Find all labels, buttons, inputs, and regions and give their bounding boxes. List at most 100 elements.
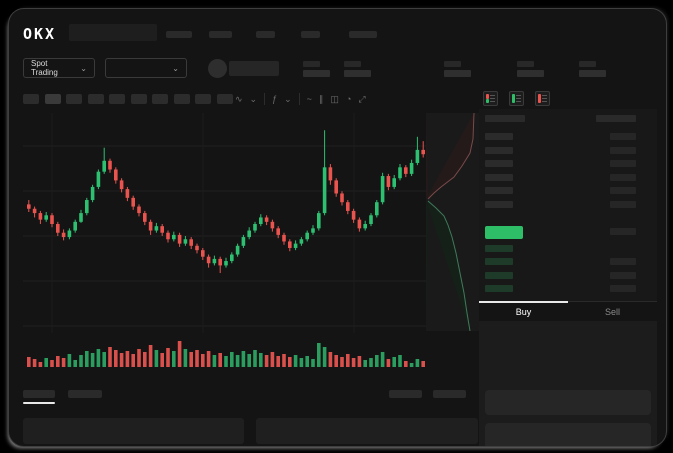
clock-icon[interactable]: ◔ xyxy=(345,93,352,104)
ask-price-placeholder[interactable] xyxy=(485,187,513,195)
orderbook-row-amount-placeholder xyxy=(610,228,636,235)
bottom-panel-left xyxy=(23,418,244,444)
ask-amount-placeholder xyxy=(610,160,636,168)
bottom-action-placeholder[interactable] xyxy=(389,390,422,398)
timeframe-button[interactable] xyxy=(44,94,61,104)
ask-amount-placeholder xyxy=(610,201,636,208)
nav-item-placeholder[interactable] xyxy=(256,31,275,38)
bid-price-placeholder[interactable] xyxy=(485,284,513,292)
timeframe-button[interactable] xyxy=(195,94,211,104)
orderbook xyxy=(479,109,657,301)
row-lines xyxy=(542,95,547,102)
ask-price-placeholder[interactable] xyxy=(485,133,513,140)
toolbar-separator xyxy=(264,93,266,105)
ask-amount-placeholder xyxy=(610,173,636,181)
depth-chart[interactable] xyxy=(426,112,479,332)
nav-item-placeholder[interactable] xyxy=(209,31,232,38)
stat-label-placeholder xyxy=(344,61,361,67)
timeframe-button[interactable] xyxy=(66,94,82,104)
coin-avatar xyxy=(208,59,227,78)
ask-amount-placeholder xyxy=(610,146,636,154)
trade-tabs: Buy Sell xyxy=(479,301,657,322)
nav-item-placeholder[interactable] xyxy=(301,31,320,38)
ticker-stat-group xyxy=(579,61,609,77)
bottom-tab-history[interactable] xyxy=(68,390,102,398)
tab-sell[interactable]: Sell xyxy=(604,307,620,317)
bid-amount-placeholder xyxy=(610,271,636,279)
ask-strip xyxy=(486,94,489,99)
ask-amount-placeholder xyxy=(610,187,636,195)
stat-value-placeholder xyxy=(303,70,330,77)
stat-label-placeholder xyxy=(303,61,320,67)
ticker-stat-group xyxy=(444,61,474,77)
bid-amount-placeholder xyxy=(610,258,636,266)
bid-price-placeholder[interactable] xyxy=(485,245,513,252)
pair-name-placeholder xyxy=(229,61,279,76)
timeframe-button[interactable] xyxy=(23,94,39,104)
side-strip xyxy=(512,94,515,103)
market-type-selector[interactable]: Spot Trading ⌄ xyxy=(23,58,95,78)
stat-label-placeholder xyxy=(579,61,596,67)
ask-price-placeholder[interactable] xyxy=(485,173,513,181)
row-lines xyxy=(516,95,521,102)
chart-canvas xyxy=(23,113,426,367)
timeframe-button[interactable] xyxy=(87,94,104,104)
fullscreen-icon[interactable]: ⤢ xyxy=(358,93,366,104)
trade-form xyxy=(479,321,657,446)
ticker-stat-group xyxy=(517,61,547,77)
bid-price-placeholder[interactable] xyxy=(485,271,513,279)
bid-strip xyxy=(486,98,489,103)
book-asks-view-icon[interactable] xyxy=(535,91,550,106)
ask-price-placeholder[interactable] xyxy=(485,201,513,208)
line-tool-icon[interactable]: ~ xyxy=(306,93,312,104)
row-lines xyxy=(490,95,495,102)
bottom-tab-orders[interactable] xyxy=(23,390,55,398)
orderbook-view-toggles xyxy=(483,91,550,106)
amount-input[interactable] xyxy=(485,423,651,446)
timeframe-button[interactable] xyxy=(173,94,190,104)
candlestick-chart[interactable] xyxy=(23,113,426,369)
bottom-panel-right xyxy=(256,418,478,444)
pair-dropdown[interactable]: ⌄ xyxy=(105,58,187,78)
chart-toolbar-icons: ∿ ⌄ ƒ ⌄ ~ ∥ ◫ ◔ ⤢ xyxy=(235,89,366,109)
ask-price-placeholder[interactable] xyxy=(485,160,513,168)
orderbook-header-price-placeholder xyxy=(485,115,525,122)
chevron-down-icon: ⌄ xyxy=(80,63,87,73)
ask-price-placeholder[interactable] xyxy=(485,146,513,154)
device-frame: OKX Spot Trading ⌄ ⌄ ∿ ⌄ ƒ ⌄ ~ ∥ ◫ ◔ ⤢ Buy Sell xyxy=(8,8,667,447)
parallel-lines-icon[interactable]: ∥ xyxy=(318,93,324,104)
stat-value-placeholder xyxy=(344,70,371,77)
bid-price-placeholder[interactable] xyxy=(485,258,513,266)
bottom-action-placeholder[interactable] xyxy=(433,390,466,398)
timeframe-button[interactable] xyxy=(130,94,147,104)
timeframe-button[interactable] xyxy=(109,94,125,104)
okx-logo: OKX xyxy=(23,25,57,43)
orderbook-panel: Buy Sell xyxy=(479,89,657,446)
nav-item-placeholder[interactable] xyxy=(166,31,192,38)
timeframe-button[interactable] xyxy=(152,94,168,104)
book-split-view-icon[interactable] xyxy=(483,91,498,106)
depth-canvas xyxy=(426,112,475,332)
bid-amount-placeholder xyxy=(610,284,636,292)
market-type-label: Spot Trading xyxy=(31,59,58,77)
price-input[interactable] xyxy=(485,390,651,415)
ticker-stat-group xyxy=(303,61,333,77)
orderbook-header-amount-placeholder xyxy=(596,115,636,122)
stat-value-placeholder xyxy=(517,70,544,77)
last-price-highlight xyxy=(485,226,523,239)
bottom-tab-active-indicator xyxy=(23,402,55,404)
chevron-down-icon: ⌄ xyxy=(172,63,179,73)
chevron-down-icon[interactable]: ⌄ xyxy=(249,93,258,104)
stat-value-placeholder xyxy=(444,70,471,77)
side-strip xyxy=(538,94,541,103)
candle-style-icon[interactable]: ∿ xyxy=(235,93,243,104)
tab-buy[interactable]: Buy xyxy=(479,301,568,322)
indicators-icon[interactable]: ƒ xyxy=(272,93,278,104)
book-bids-view-icon[interactable] xyxy=(509,91,524,106)
timeframe-button[interactable] xyxy=(216,94,233,104)
stat-label-placeholder xyxy=(517,61,534,67)
chevron-down-icon[interactable]: ⌄ xyxy=(284,93,292,104)
camera-icon[interactable]: ◫ xyxy=(330,93,339,104)
toolbar-separator xyxy=(298,93,300,105)
nav-item-placeholder[interactable] xyxy=(349,31,377,38)
